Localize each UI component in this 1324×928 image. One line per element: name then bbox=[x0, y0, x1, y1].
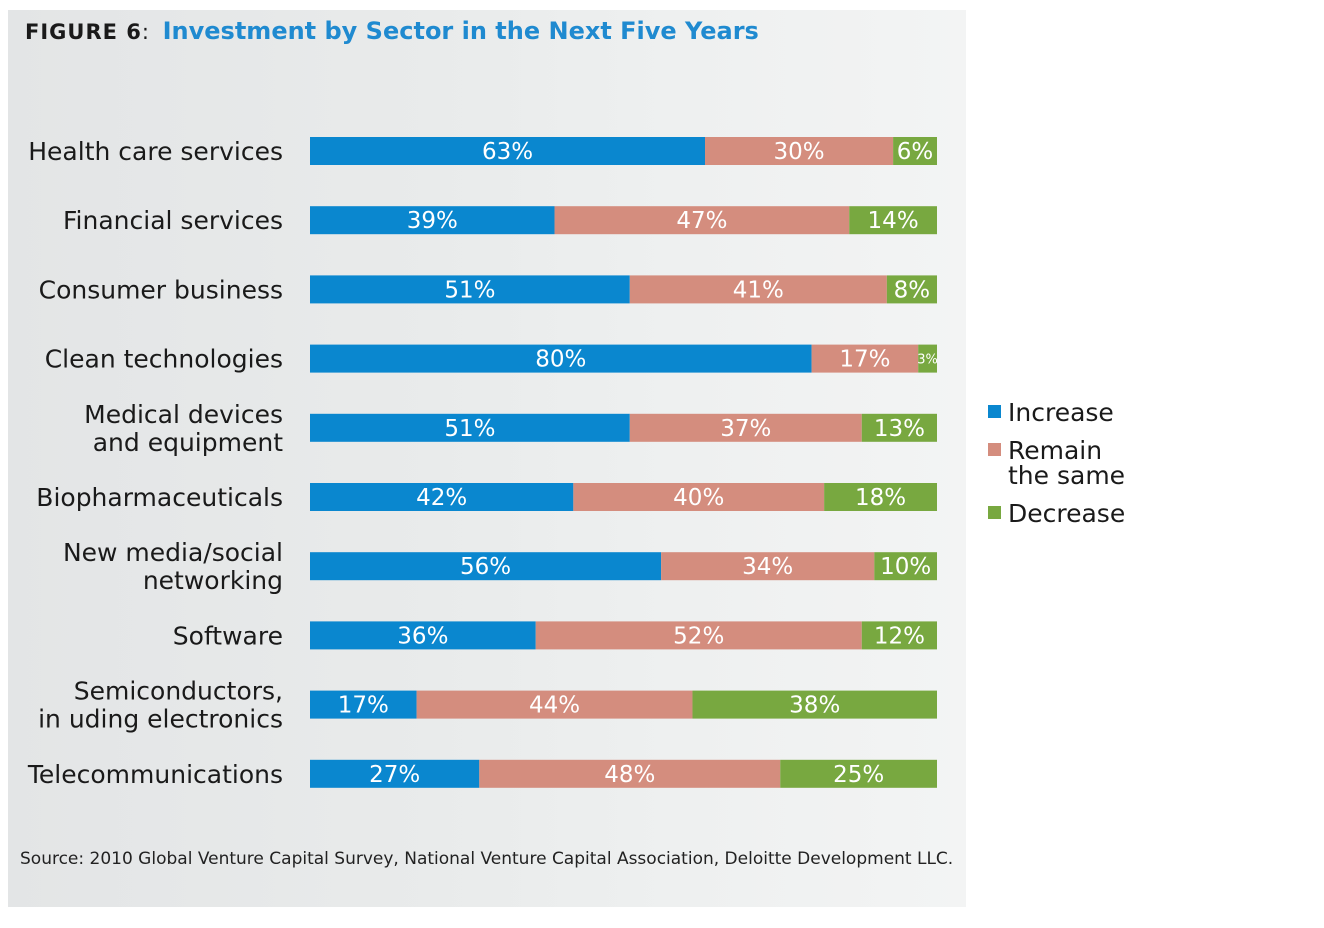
bar-segment-remain-the-same bbox=[705, 137, 894, 165]
figure-title-text: Investment by Sector in the Next Five Ye… bbox=[162, 17, 759, 45]
data-label: 36% bbox=[397, 623, 448, 649]
bar-segment-increase bbox=[310, 413, 630, 442]
bar-segment-decrease bbox=[824, 483, 937, 511]
data-label: 42% bbox=[416, 485, 467, 511]
bar-segment-increase bbox=[310, 137, 706, 165]
category-label: Clean technologies bbox=[45, 345, 283, 374]
data-label: 63% bbox=[482, 139, 533, 165]
category-label: Software bbox=[173, 621, 283, 650]
category-label: Financial services bbox=[63, 206, 283, 235]
bar-segment-increase bbox=[310, 759, 480, 788]
data-label: 40% bbox=[673, 485, 724, 511]
figure-title: FIGURE 6: Investment by Sector in the Ne… bbox=[25, 14, 759, 49]
bar-segment-increase bbox=[310, 206, 555, 235]
bar-segment-decrease bbox=[692, 690, 937, 719]
category-label: and equipment bbox=[93, 428, 283, 457]
data-label: 10% bbox=[880, 554, 931, 580]
category-label: Biopharmaceuticals bbox=[36, 483, 283, 512]
bar-segment-increase bbox=[310, 690, 417, 719]
data-label: 56% bbox=[460, 554, 511, 580]
data-label: 17% bbox=[338, 693, 389, 719]
bar-segment-remain-the-same bbox=[629, 413, 862, 442]
bar-segment-increase bbox=[310, 275, 630, 304]
bar-segment-remain-the-same bbox=[661, 552, 875, 581]
data-label: 44% bbox=[529, 693, 580, 719]
data-label: 51% bbox=[444, 416, 495, 442]
bar-segment-decrease bbox=[874, 552, 937, 581]
data-label: 6% bbox=[897, 139, 934, 165]
category-label: networking bbox=[143, 566, 283, 595]
figure-number: FIGURE 6 bbox=[25, 20, 142, 44]
data-label: 25% bbox=[833, 762, 884, 788]
legend-swatch-decrease bbox=[988, 506, 1001, 519]
category-label: Semiconductors, bbox=[74, 677, 283, 706]
bar-segment-increase bbox=[310, 344, 812, 373]
legend-label-increase: Increase bbox=[1008, 398, 1114, 427]
legend-label-remain-line1: Remain bbox=[1008, 436, 1103, 465]
data-label: 27% bbox=[369, 762, 420, 788]
chart-legend: Increase Remain the same Decrease bbox=[988, 400, 1208, 539]
legend-item-increase: Increase bbox=[988, 400, 1208, 425]
bar-segment-increase bbox=[310, 483, 574, 511]
data-label: 38% bbox=[789, 693, 840, 719]
legend-item-remain: Remain the same bbox=[988, 438, 1208, 488]
bar-segment-remain-the-same bbox=[811, 344, 919, 373]
data-label: 8% bbox=[894, 277, 931, 303]
category-label: Health care services bbox=[28, 137, 283, 166]
category-label: Consumer business bbox=[39, 275, 283, 304]
data-label: 13% bbox=[874, 416, 925, 442]
bar-segment-decrease bbox=[893, 137, 937, 165]
data-label: 18% bbox=[855, 485, 906, 511]
legend-swatch-increase bbox=[988, 405, 1001, 418]
bar-segment-remain-the-same bbox=[416, 690, 693, 719]
bar-segment-increase bbox=[310, 621, 536, 650]
category-label: in uding electronics bbox=[38, 705, 283, 734]
data-label: 12% bbox=[874, 623, 925, 649]
bar-segment-remain-the-same bbox=[479, 759, 781, 788]
bar-segment-decrease bbox=[861, 413, 937, 442]
bar-segment-decrease bbox=[780, 759, 937, 788]
category-label: New media/social bbox=[63, 538, 283, 567]
figure-separator: : bbox=[141, 20, 149, 44]
data-label: 41% bbox=[733, 277, 784, 303]
bar-segment-decrease bbox=[861, 621, 937, 650]
data-label: 48% bbox=[604, 762, 655, 788]
data-label: 39% bbox=[407, 208, 458, 234]
legend-swatch-remain bbox=[988, 443, 1001, 456]
data-label: 52% bbox=[673, 623, 724, 649]
bar-segment-remain-the-same bbox=[629, 275, 887, 304]
legend-label-remain-line2: the same bbox=[1008, 461, 1126, 490]
bar-segment-decrease bbox=[886, 275, 937, 304]
data-label: 17% bbox=[839, 347, 890, 373]
data-label: 37% bbox=[720, 416, 771, 442]
source-note: Source: 2010 Global Venture Capital Surv… bbox=[20, 849, 954, 869]
bar-segment-decrease bbox=[918, 344, 937, 373]
data-label: 14% bbox=[868, 208, 919, 234]
legend-item-decrease: Decrease bbox=[988, 501, 1208, 526]
bar-segment-decrease bbox=[849, 206, 937, 235]
category-label: Telecommunications bbox=[27, 760, 283, 789]
category-label: Medical devices bbox=[84, 400, 283, 429]
data-label: 3% bbox=[917, 353, 938, 368]
bar-segment-increase bbox=[310, 552, 662, 581]
bar-segment-remain-the-same bbox=[535, 621, 862, 650]
data-label: 34% bbox=[742, 554, 793, 580]
bar-segment-remain-the-same bbox=[573, 483, 825, 511]
data-label: 80% bbox=[535, 347, 586, 373]
legend-label-decrease: Decrease bbox=[1008, 499, 1126, 528]
bar-segment-remain-the-same bbox=[554, 206, 850, 235]
data-label: 47% bbox=[676, 208, 727, 234]
data-label: 30% bbox=[773, 139, 824, 165]
data-label: 51% bbox=[444, 277, 495, 303]
